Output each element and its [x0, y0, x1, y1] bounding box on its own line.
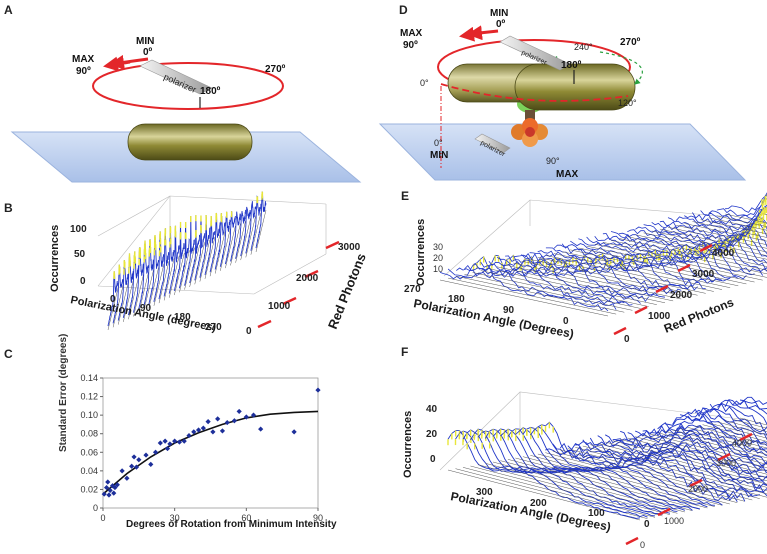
f-z-label: Occurrences — [402, 411, 414, 478]
angle-120: 120° — [618, 98, 637, 108]
b-z-axis: 0 50 100 Occurrences — [49, 224, 87, 292]
f-ztick-40: 40 — [426, 404, 438, 415]
base-0deg: 0° — [434, 138, 443, 148]
rotation-arrow-icon-d2 — [462, 33, 482, 36]
c-y-label: Standard Error (degrees) — [58, 334, 69, 452]
panel-c-label: C — [4, 347, 13, 361]
panel-d-label: D — [399, 3, 408, 17]
panel-a-label: A — [4, 3, 13, 17]
b-ytick-1000: 1000 — [268, 301, 291, 312]
b-ztick-0: 0 — [80, 276, 86, 287]
panel-c: C 0 0.02 0.04 0.06 0.08 0.10 0.12 0.14 0 30 60 90 S… — [4, 334, 337, 530]
e-ytick-4000: 4000 — [712, 248, 735, 259]
c-ytick-label: 0 — [93, 503, 98, 513]
b-y-axis: 0 1000 2000 3000 Red Photons — [246, 242, 369, 337]
c-ytick-label: 0.10 — [80, 410, 98, 420]
e-grid — [444, 200, 720, 276]
panel-e-label: E — [401, 189, 409, 203]
b-z-label: Occurrences — [49, 225, 61, 292]
dial-min-d: MIN — [490, 8, 508, 19]
nanorod-icon — [128, 124, 252, 160]
c-scatter-chart: 00.020.040.060.080.100.120.140 30 60 90 — [80, 373, 323, 523]
panel-b-label: B — [4, 201, 13, 215]
angle-0: 0° — [420, 78, 429, 88]
angle-240: 240° — [574, 42, 593, 52]
b-x-label: Polarization Angle (degrees) — [69, 294, 217, 334]
e-z-label: Occurrences — [415, 219, 427, 286]
c-ytick-label: 0.06 — [80, 447, 98, 457]
base-90deg: 90° — [546, 156, 560, 166]
b-ytick-0: 0 — [246, 326, 252, 337]
panel-b: B 0 50 100 Occurrences 0 90 180 270 Pola… — [4, 192, 369, 337]
f-ztick-0: 0 — [430, 454, 436, 465]
panel-f-label: F — [401, 345, 408, 359]
f-ztick-20: 20 — [426, 429, 438, 440]
base-max: MAX — [556, 169, 579, 180]
b-ztick-100: 100 — [70, 224, 87, 235]
e-ztick-10: 10 — [433, 264, 443, 274]
f-xtick-0: 0 — [644, 519, 650, 530]
base-min: MIN — [430, 150, 448, 161]
panel-d: D 0° MIN 90° MAX polarizer — [380, 3, 745, 180]
e-x-label: Polarization Angle (Degrees) — [412, 296, 575, 341]
panel-e: E 30 20 10 Occurrences 270 180 90 0 Pola… — [401, 189, 767, 345]
panel-a: A polarizer 180º 270º MAX 90º MIN 0º — [4, 3, 360, 182]
e-xtick-270: 270 — [404, 284, 421, 295]
trace-line — [440, 257, 608, 311]
e-ztick-30: 30 — [433, 242, 443, 252]
dial-180-d: 180º — [561, 60, 582, 71]
e-z-axis: 30 20 10 Occurrences — [415, 219, 443, 286]
c-xtick-label: 0 — [100, 513, 105, 523]
panel-f: F 40 20 0 Occurrences 300 200 100 0 Pola… — [401, 345, 767, 550]
f-ytick-2000: 2000 — [688, 484, 708, 494]
c-ytick-label: 0.02 — [80, 484, 98, 494]
f-ytick-0: 0 — [640, 540, 645, 550]
dial-max-d: MAX — [400, 28, 423, 39]
e-ytick-2000: 2000 — [670, 290, 693, 301]
f-ytick-1000: 1000 — [664, 516, 684, 526]
b-ztick-50: 50 — [74, 249, 86, 260]
trace-baseline — [530, 455, 722, 505]
e-ztick-20: 20 — [433, 253, 443, 263]
e-ytick-3000: 3000 — [692, 269, 715, 280]
dial-270: 270º — [265, 64, 286, 75]
dial-max: MAX — [72, 54, 95, 65]
f-ytick-3000: 3000 — [716, 458, 736, 468]
c-ytick-label: 0.04 — [80, 466, 98, 476]
dial-min-deg-d: 0º — [496, 19, 506, 30]
c-ytick-label: 0.08 — [80, 429, 98, 439]
c-ytick-label: 0.12 — [80, 392, 98, 402]
c-x-label: Degrees of Rotation from Minimum Intensi… — [126, 519, 337, 530]
e-ytick-0: 0 — [624, 334, 630, 345]
c-plot-area — [103, 378, 318, 508]
f-z-axis: 40 20 0 Occurrences — [402, 404, 438, 478]
dial-max-deg: 90º — [76, 66, 91, 77]
dial-min-deg: 0º — [143, 47, 153, 58]
b-y-label: Red Photons — [325, 251, 369, 331]
dial-max-deg-d: 90º — [403, 40, 418, 51]
b-ytick-2000: 2000 — [296, 273, 319, 284]
dial-180: 180º — [200, 86, 221, 97]
f-ytick-4000: 4000 — [732, 438, 752, 448]
c-ytick-label: 0.14 — [80, 373, 98, 383]
b-ytick-3000: 3000 — [338, 242, 361, 253]
rotation-arrow-icon-2 — [106, 62, 130, 66]
dial-270-d: 270º — [620, 37, 641, 48]
dial-min: MIN — [136, 36, 154, 47]
